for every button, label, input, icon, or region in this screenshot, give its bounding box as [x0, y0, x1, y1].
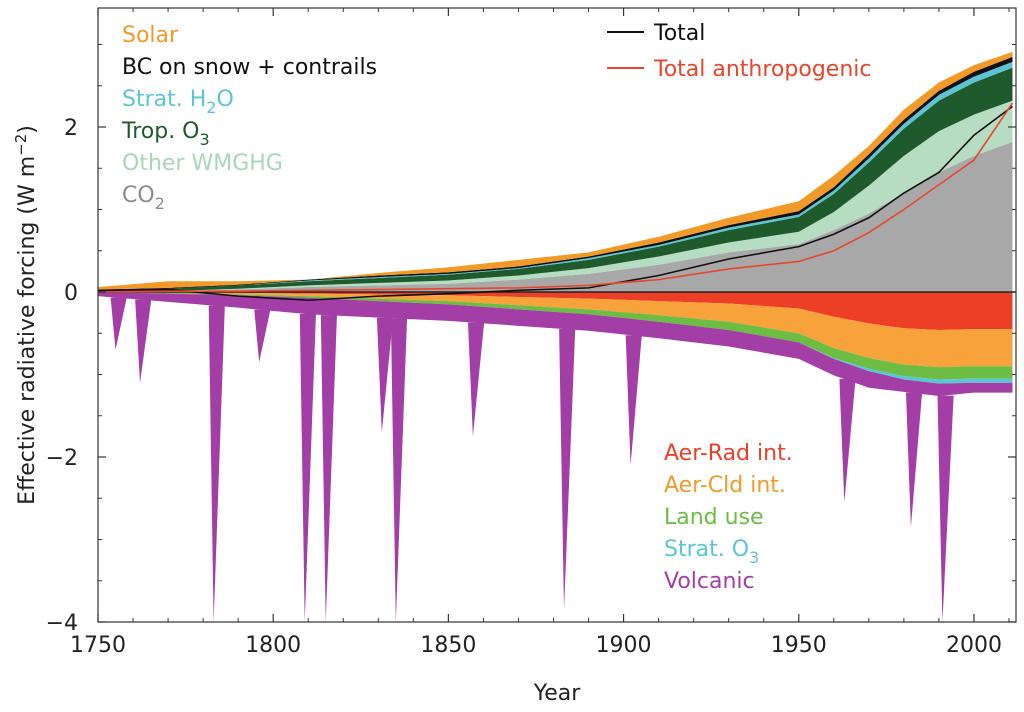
legend-item-tail: O — [216, 87, 233, 112]
volcanic-spike-1 — [135, 299, 152, 383]
x-tick-label-5: 2000 — [946, 633, 1002, 658]
line-total — [97, 105, 1013, 302]
volcanic-spike-9 — [559, 329, 576, 610]
y-axis-title-main: Effective radiative forcing (W m — [15, 156, 40, 505]
negative-area-1 — [98, 292, 1013, 368]
volcanic-spike-7 — [390, 318, 408, 622]
legend-neg-text: Aer-Cld int. — [664, 473, 786, 498]
legend-neg-item-1: Aer-Cld int. — [664, 473, 786, 498]
legend-neg-sub: 3 — [749, 548, 759, 567]
y-axis-title: Effective radiative forcing (W m−2) — [12, 125, 40, 505]
legend-item-text: CO — [122, 183, 155, 208]
legend-item-5: CO2 — [122, 183, 165, 213]
volcanic-spikes — [110, 297, 954, 622]
volcanic-spike-10 — [625, 335, 642, 466]
volcanic-spike-3 — [254, 309, 271, 363]
legend-item-sub: 2 — [155, 194, 165, 213]
x-tick-label-4: 1950 — [771, 633, 827, 658]
axes: 1750 1800 1850 1900 1950 2000 −4 −2 0 2 Year Effect… — [12, 7, 1017, 706]
legend-item-1: BC on snow + contrails — [122, 55, 377, 80]
legend-neg-item-3: Strat. O3 — [664, 537, 759, 567]
volcanic-spike-11 — [839, 379, 856, 503]
plot-frame — [97, 7, 1017, 623]
x-tick-label-1: 1800 — [245, 633, 301, 658]
legend-neg-text: Strat. O — [664, 537, 749, 562]
legend-item-text: Strat. H — [122, 87, 206, 112]
legend-item-0: Solar — [122, 23, 179, 48]
x-tick-label-0: 1750 — [70, 633, 126, 658]
negative-area-2 — [98, 292, 1013, 380]
y-axis-title-close: ) — [15, 125, 40, 134]
y-tick-label-1: −2 — [46, 446, 78, 471]
volcanic-spike-6 — [376, 317, 394, 433]
volcanic-spike-2 — [208, 305, 225, 622]
legend-item-2: Strat. H2O — [122, 87, 234, 117]
legend-neg-item-0: Aer-Rad int. — [664, 441, 793, 466]
legend-neg-text: Land use — [664, 505, 764, 530]
legend-item-4: Other WMGHG — [122, 151, 283, 176]
legend-neg-item-2: Land use — [664, 505, 764, 530]
legend-neg-item-4: Volcanic — [664, 569, 755, 594]
volcanic-spike-12 — [905, 392, 923, 528]
legend-item-text: BC on snow + contrails — [122, 55, 377, 80]
volcanic-spike-4 — [299, 313, 316, 622]
legend-item-sub: 2 — [206, 98, 216, 117]
forcing-lines — [97, 102, 1016, 302]
volcanic-spike-13 — [937, 395, 954, 622]
volcanic-spike-5 — [320, 315, 337, 622]
legend-line-label-0: Total — [653, 21, 705, 46]
legend-neg-text: Volcanic — [664, 569, 755, 594]
legend-item-3: Trop. O3 — [121, 119, 210, 149]
positive-area-0 — [98, 141, 1013, 292]
volcanic-spike-8 — [468, 322, 485, 437]
volcanic-spike-0 — [110, 297, 127, 350]
legend-neg-text: Aer-Rad int. — [664, 441, 793, 466]
legend-item-text: Other WMGHG — [122, 151, 283, 176]
y-axis-title-sup: −2 — [12, 134, 30, 156]
legend-item-text: Trop. O — [121, 119, 200, 144]
legend-item-text: Solar — [122, 23, 179, 48]
x-tick-label-2: 1850 — [420, 633, 476, 658]
y-tick-label-3: 2 — [64, 116, 78, 141]
positive-area-1 — [98, 100, 1013, 292]
negative-area-0 — [98, 292, 1013, 330]
x-tick-label-3: 1900 — [596, 633, 652, 658]
legend-item-sub: 3 — [200, 130, 210, 149]
x-axis-title: Year — [533, 681, 582, 706]
y-tick-label-0: −4 — [46, 611, 78, 636]
negative-area-4 — [98, 292, 1013, 396]
area-layers — [98, 51, 1013, 396]
line-total-anthropogenic — [97, 102, 1014, 293]
legend-line-label-1: Total anthropogenic — [653, 57, 871, 82]
y-tick-label-2: 0 — [64, 281, 78, 306]
